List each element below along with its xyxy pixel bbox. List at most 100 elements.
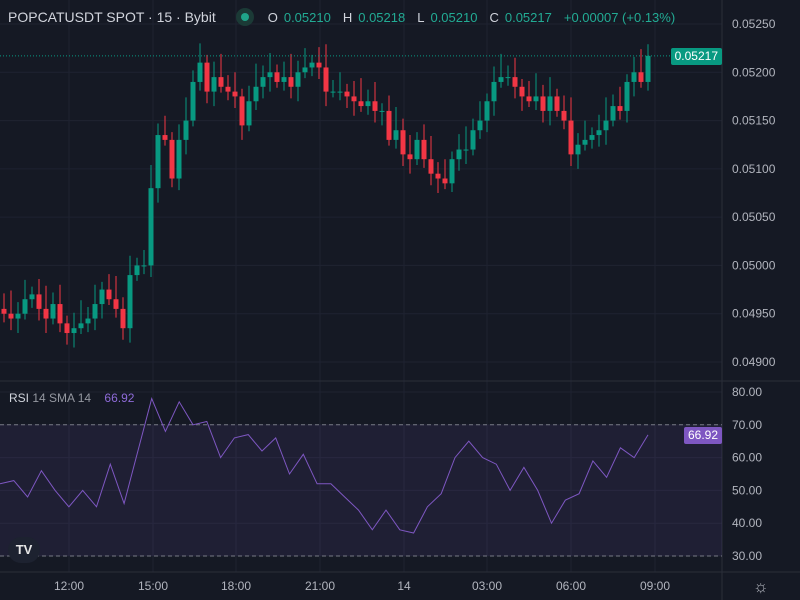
candle-body (631, 72, 637, 82)
low-value: 0.05210 (430, 9, 478, 25)
candle-body (71, 328, 77, 334)
rsi-axis-label: 60.00 (732, 451, 762, 465)
candle-body (512, 77, 518, 87)
candle-body (470, 130, 476, 150)
candle-body (183, 120, 189, 140)
price-axis-label: 0.05250 (732, 17, 776, 31)
time-axis-label: 21:00 (305, 579, 335, 593)
candle-body (113, 299, 119, 309)
price-axis-label: 0.05050 (732, 210, 776, 224)
candle-body (204, 62, 210, 92)
high-label: H (342, 9, 353, 25)
candle-body (239, 96, 245, 126)
candle-body (575, 144, 581, 155)
candle-body (43, 308, 49, 319)
price-axis-label: 0.05100 (732, 162, 776, 176)
open-label: O (267, 9, 278, 25)
candle-body (603, 120, 609, 131)
current-price-tag: 0.05217 (670, 48, 722, 65)
candle-body (211, 77, 217, 92)
candle-body (484, 101, 490, 121)
candle-body (92, 304, 98, 319)
rsi-legend: RSI 14 SMA 14 66.92 (9, 391, 134, 405)
candle-body (449, 159, 455, 184)
candle-body (78, 323, 84, 329)
candle-body (547, 96, 553, 111)
candle-body (344, 91, 350, 97)
candle-body (456, 149, 462, 160)
settings-gear-icon[interactable]: ☼ (753, 577, 769, 596)
rsi-name[interactable]: RSI (9, 391, 30, 405)
candle-body (148, 188, 154, 266)
candle-body (617, 106, 623, 111)
candle-body (596, 130, 602, 136)
candle-body (225, 86, 231, 92)
change-value: +0.00007 (+0.13%) (563, 9, 676, 25)
market-status-icon (235, 8, 254, 26)
candle-body (57, 304, 63, 324)
close-value: 0.05217 (504, 9, 552, 25)
rsi-axis-label: 70.00 (732, 418, 762, 432)
candle-body (190, 81, 196, 121)
candle-body (337, 91, 343, 93)
symbol-title[interactable]: POPCATUSDT SPOT · 15 · Bybit (8, 9, 216, 25)
candle-body (309, 62, 315, 68)
candle-body (155, 135, 161, 189)
candle-body (638, 72, 644, 82)
candle-body (428, 159, 434, 174)
candle-body (232, 91, 238, 97)
candle-body (22, 299, 28, 314)
price-axis-label: 0.05000 (732, 258, 776, 272)
candle-body (407, 154, 413, 160)
time-axis-label: 03:00 (472, 579, 502, 593)
candle-body (99, 289, 105, 305)
rsi-band (0, 424, 722, 556)
candle-body (274, 72, 280, 82)
candle-body (589, 135, 595, 140)
candle-body (197, 62, 203, 82)
tradingview-logo[interactable]: TV (8, 537, 40, 563)
high-value: 0.05218 (358, 9, 406, 25)
rsi-axis-label: 50.00 (732, 483, 762, 497)
candle-body (463, 149, 469, 151)
time-axis-label: 15:00 (138, 579, 168, 593)
candle-body (50, 304, 56, 319)
time-axis-label: 06:00 (556, 579, 586, 593)
price-axis-label: 0.05200 (732, 65, 776, 79)
candle-body (162, 135, 168, 140)
candle-body (267, 72, 273, 78)
candle-body (386, 110, 392, 140)
candle-body (400, 130, 406, 155)
candle-body (8, 313, 14, 319)
time-axis-label: 14 (397, 579, 411, 593)
close-label: C (489, 9, 499, 25)
candle-body (36, 294, 42, 309)
candle-body (519, 86, 525, 97)
candle-body (358, 101, 364, 107)
candle-body (421, 139, 427, 160)
candle-body (1, 308, 7, 314)
candle-body (393, 130, 399, 140)
candle-body (323, 67, 329, 92)
price-axis-label: 0.04950 (732, 307, 776, 321)
candle-body (176, 139, 182, 179)
candle-body (316, 62, 322, 68)
candle-body (29, 294, 35, 300)
candle-body (610, 106, 616, 121)
price-axis-label: 0.05150 (732, 114, 776, 128)
candle-body (260, 77, 266, 87)
candle-body (330, 91, 336, 93)
candle-body (477, 120, 483, 131)
candle-body (85, 318, 91, 324)
candle-body (540, 96, 546, 111)
rsi-axis-label: 80.00 (732, 385, 762, 399)
time-axis-label: 18:00 (221, 579, 251, 593)
candle-body (64, 323, 70, 334)
candle-body (169, 139, 175, 179)
rsi-params: 14 SMA 14 (32, 391, 92, 405)
candle-body (295, 72, 301, 87)
price-axis-label: 0.04900 (732, 355, 776, 369)
candle-body (582, 139, 588, 145)
